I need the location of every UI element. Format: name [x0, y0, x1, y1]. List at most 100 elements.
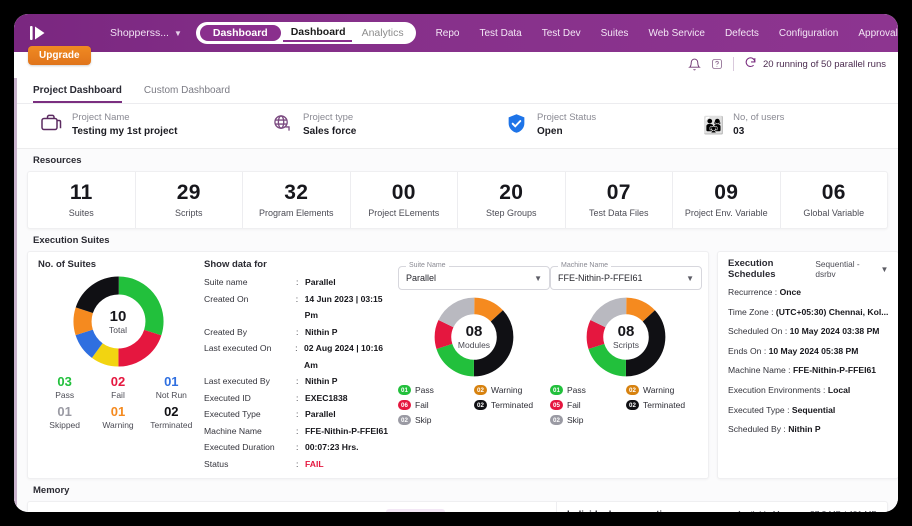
range-month[interactable]: Month	[447, 509, 486, 512]
schedule-value: Once	[779, 287, 802, 297]
legend-value: 02	[110, 374, 126, 389]
legend-item-warning: 01 Warning	[91, 405, 144, 430]
consume-statistics-block: Consume Statistics This Week Month Year …	[28, 502, 557, 512]
legend-label: Warning	[643, 385, 675, 395]
legend-item-not-run: 01 Not Run	[145, 375, 198, 400]
show-data-block: Show data for Suite name: Parallel Creat…	[198, 259, 398, 472]
resource-value: 32	[284, 181, 309, 204]
scripts-donut-center: 08 Scripts	[585, 296, 667, 378]
resource-suites[interactable]: 11 Suites	[28, 172, 136, 228]
nav-link-suites[interactable]: Suites	[600, 27, 629, 39]
schedule-value: Local	[827, 384, 851, 395]
nav-link-configuration[interactable]: Configuration	[778, 27, 839, 39]
legend-label: Pass	[415, 385, 434, 395]
legend-badge: 02	[626, 400, 639, 410]
nav-link-defects[interactable]: Defects	[724, 27, 759, 39]
tab-project-dashboard[interactable]: Project Dashboard	[33, 85, 122, 103]
suites-donut-chart[interactable]: 10 Total	[71, 274, 166, 369]
tab-dashboard-chip[interactable]: Dashboard	[199, 24, 281, 42]
resource-program-elements[interactable]: 32 Program Elements	[243, 172, 351, 228]
suite-name-select[interactable]: Suite Name Parallel ▼	[398, 262, 550, 290]
resource-value: 06	[821, 181, 846, 204]
schedule-key: Time Zone :	[728, 306, 776, 317]
legend-item-fail: 02 Fail	[91, 375, 144, 400]
project-type-cell: Project type Sales force	[249, 111, 483, 140]
range-this-week[interactable]: This Week	[386, 509, 445, 512]
scripts-total-value: 08	[617, 323, 635, 340]
resource-project-env-variable[interactable]: 09 Project Env. Variable	[673, 172, 781, 228]
resource-value: 00	[391, 181, 416, 204]
legend-item-pass: 01 Pass	[398, 385, 474, 395]
schedule-selector[interactable]: Sequential - dsrbv ▼	[815, 259, 888, 279]
sub-header-bar: Upgrade	[14, 46, 898, 78]
modules-donut-chart[interactable]: 08 Modules	[433, 296, 515, 378]
project-name-label: Project Name	[72, 112, 130, 124]
execution-suites-panel: No. of Suites 10	[27, 251, 709, 479]
resource-value: 20	[499, 181, 524, 204]
detail-row: Last executed By: Nithin P	[204, 373, 398, 390]
detail-key: Executed Type	[204, 409, 261, 419]
logo-icon[interactable]	[28, 20, 48, 46]
nav-link-test-dev[interactable]: Test Dev	[541, 27, 581, 39]
nav-link-approval-request[interactable]: Approval Request	[858, 27, 898, 39]
nav-link-test-data[interactable]: Test Data	[479, 27, 522, 39]
schedule-key: Ends On :	[728, 345, 769, 356]
machine-name-select[interactable]: Machine Name FFE-Nithin-P-FFEI61 ▼	[550, 262, 702, 290]
schedule-value: (UTC+05:30) Chennai, Kol...	[775, 306, 889, 317]
resource-label: Test Data Files	[588, 208, 649, 218]
detail-value: EXEC1838	[305, 392, 348, 403]
resource-label: Global Variable	[803, 208, 865, 218]
schedule-value: FFE-Nithin-P-FFEI61	[792, 365, 877, 376]
project-selector[interactable]: Shopperss... ▼	[110, 27, 182, 39]
range-year[interactable]: Year	[488, 509, 520, 512]
tab-analytics[interactable]: Analytics	[361, 27, 404, 39]
resource-scripts[interactable]: 29 Scripts	[136, 172, 243, 228]
schedule-key: Execution Environments :	[728, 384, 828, 395]
resource-label: Program Elements	[258, 208, 334, 218]
project-status-label: Project Status	[537, 112, 597, 124]
parallel-runs-text: 20 running of 50 parallel runs	[762, 58, 886, 70]
help-icon[interactable]	[711, 58, 723, 70]
legend-item-terminated: 02 Terminated	[626, 400, 702, 410]
project-status-cell: Project Status Open	[483, 111, 681, 140]
legend-label: Pass	[567, 385, 586, 395]
briefcase-icon	[39, 111, 63, 140]
consume-statistics-header: Consume Statistics This Week Month Year …	[38, 509, 546, 512]
execution-schedules-panel: Execution Schedules Sequential - dsrbv ▼…	[717, 251, 898, 479]
legend-value: 02	[164, 404, 179, 419]
detail-key: Last executed By	[204, 376, 270, 386]
project-type-label: Project type	[303, 112, 354, 124]
resource-value: 29	[176, 181, 201, 204]
legend-item-warning: 02 Warning	[474, 385, 550, 395]
scripts-donut-chart[interactable]: 08 Scripts	[585, 296, 667, 378]
legend-badge: 06	[398, 400, 411, 410]
nav-link-repo[interactable]: Repo	[435, 27, 460, 39]
execution-area: No. of Suites 10	[27, 251, 898, 479]
chevron-down-icon: ▼	[173, 28, 182, 38]
detail-row: Executed Type: Parallel	[204, 406, 398, 423]
legend-label: Skip	[415, 415, 432, 425]
detail-value: 00:07:23 Hrs.	[305, 442, 359, 452]
tab-custom-dashboard[interactable]: Custom Dashboard	[143, 85, 231, 96]
machine-name-select-value: FFE-Nithin-P-FFEI61	[558, 273, 643, 283]
divider	[732, 57, 734, 71]
resources-title: Resources	[33, 155, 82, 166]
resource-project-elements[interactable]: 00 Project ELements	[351, 172, 458, 228]
resource-test-data-files[interactable]: 07 Test Data Files	[566, 172, 673, 228]
refresh-icon[interactable]	[744, 56, 757, 72]
execution-schedules-header: Execution Schedules Sequential - dsrbv ▼	[728, 252, 888, 283]
range-all[interactable]: All	[522, 509, 546, 512]
tab-dashboard[interactable]: Dashboard	[282, 24, 352, 42]
legend-value: 01	[110, 404, 126, 419]
upgrade-button[interactable]: Upgrade	[28, 46, 91, 65]
resource-step-groups[interactable]: 20 Step Groups	[458, 172, 566, 228]
bell-icon[interactable]	[688, 58, 701, 71]
execution-suites-title: Execution Suites	[33, 235, 110, 246]
legend-item-skip: 02 Skip	[550, 415, 626, 425]
nav-link-web-service[interactable]: Web Service	[648, 27, 705, 39]
legend-item-skip: 02 Skip	[398, 415, 474, 425]
no-of-suites-block: No. of Suites 10	[38, 259, 198, 472]
detail-key: Created By	[204, 326, 247, 337]
legend-item-fail: 06 Fail	[398, 400, 474, 410]
resource-global-variable[interactable]: 06 Global Variable	[781, 172, 888, 228]
